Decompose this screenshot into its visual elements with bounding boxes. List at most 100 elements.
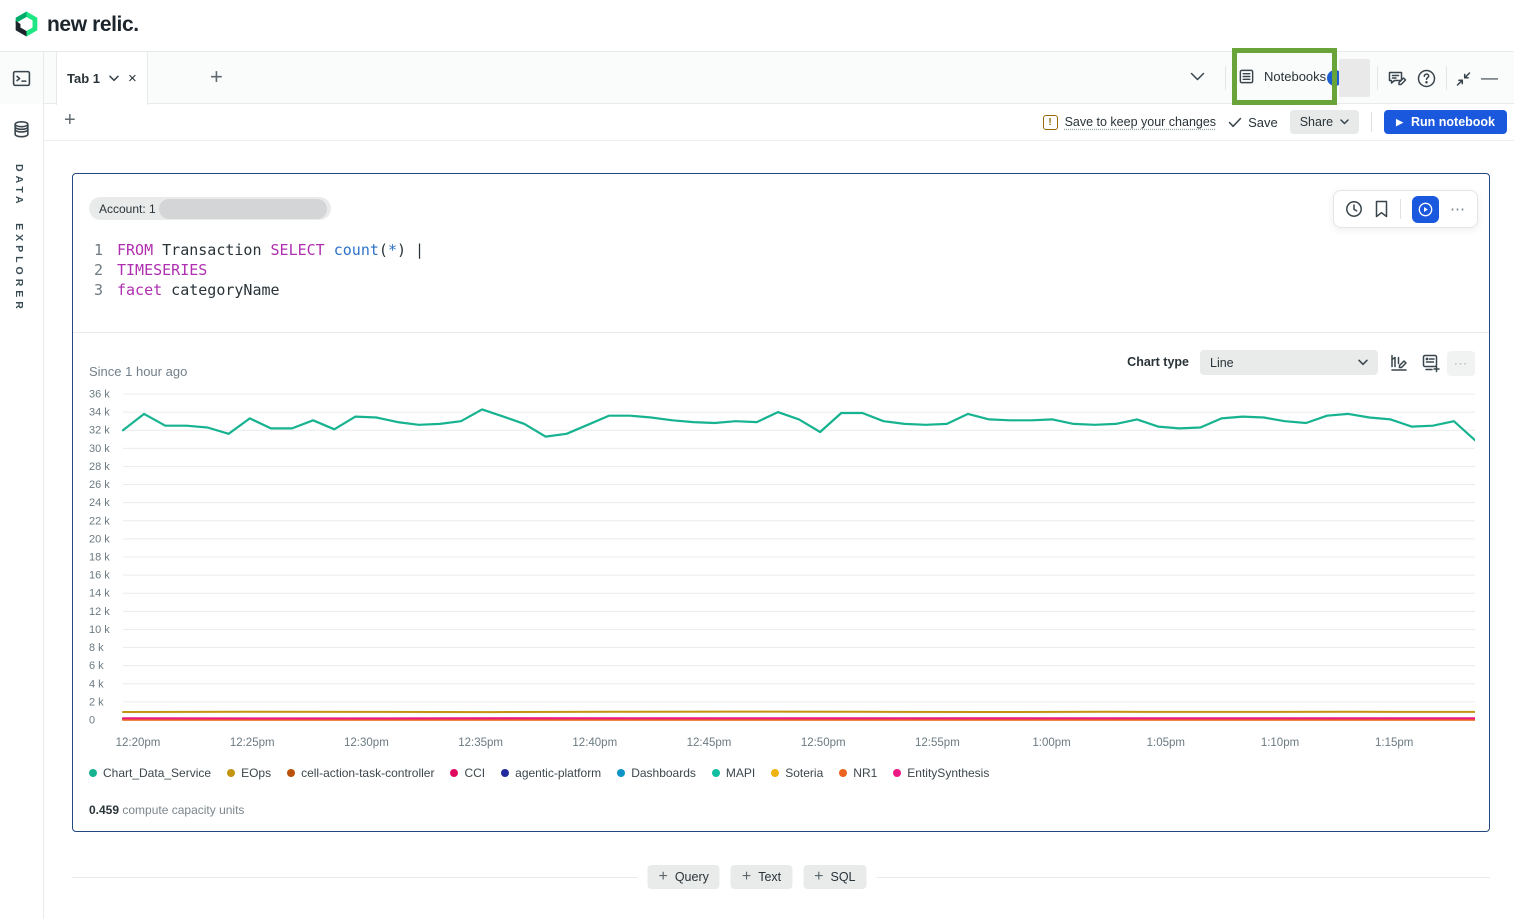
tab-menu-chevron-icon[interactable]	[109, 75, 119, 82]
redacted-account-blur	[159, 199, 327, 219]
add-sql-button[interactable]: +SQL	[803, 865, 866, 889]
add-query-button[interactable]: +Query	[647, 865, 719, 889]
tab-label: Tab 1	[67, 71, 100, 86]
cell-more-icon[interactable]: ⋯	[1450, 200, 1466, 218]
query-token	[406, 241, 415, 259]
run-cell-button[interactable]	[1412, 196, 1439, 223]
query-token: *	[388, 241, 397, 259]
query-token: categoryName	[162, 281, 279, 299]
legend-item[interactable]: Soteria	[771, 766, 823, 780]
tab-close-icon[interactable]: ×	[128, 71, 137, 86]
minimize-icon[interactable]: —	[1481, 68, 1498, 88]
x-tick-label: 12:35pm	[458, 737, 503, 749]
legend-item[interactable]: NR1	[839, 766, 877, 780]
redacted-avatar-blur	[1339, 59, 1370, 97]
legend-label: cell-action-task-controller	[301, 766, 434, 780]
y-tick-label: 2 k	[89, 696, 104, 708]
legend-item[interactable]: Chart_Data_Service	[89, 766, 211, 780]
timeseries-chart[interactable]: 36 k34 k32 k30 k28 k26 k24 k22 k20 k18 k…	[89, 387, 1475, 755]
compute-capacity-value: 0.459	[89, 803, 119, 817]
legend-item[interactable]: CCI	[450, 766, 485, 780]
legend-label: Chart_Data_Service	[103, 766, 211, 780]
query-token: TIMESERIES	[117, 261, 207, 279]
chevron-down-icon	[1340, 119, 1349, 125]
data-explorer-icon[interactable]	[8, 116, 35, 143]
legend-item[interactable]: cell-action-task-controller	[287, 766, 434, 780]
unsaved-warning[interactable]: ! Save to keep your changes	[1043, 115, 1217, 130]
y-tick-label: 10 k	[89, 624, 110, 636]
query-token: (	[379, 241, 388, 259]
run-notebook-label: Run notebook	[1411, 115, 1495, 129]
collapse-window-icon[interactable]	[1455, 71, 1472, 87]
tab-bar: Tab 1 × + Notebooks —	[44, 52, 1514, 104]
query-line[interactable]: 2TIMESERIES	[91, 260, 424, 280]
legend-label: NR1	[853, 766, 877, 780]
y-tick-label: 24 k	[89, 497, 110, 509]
legend-item[interactable]: Dashboards	[617, 766, 696, 780]
x-tick-label: 1:00pm	[1032, 737, 1070, 749]
bookmark-icon[interactable]	[1374, 200, 1389, 218]
chart-type-select[interactable]: Line	[1200, 350, 1378, 375]
y-tick-label: 22 k	[89, 515, 110, 527]
series-line-Chart_Data_Service[interactable]	[123, 409, 1475, 440]
y-tick-label: 26 k	[89, 479, 110, 491]
feedback-icon[interactable]	[1387, 69, 1407, 88]
add-cell-button[interactable]: +	[58, 108, 82, 133]
chart-legend: Chart_Data_Service EOps cell-action-task-c…	[89, 766, 989, 780]
query-line[interactable]: 3facet categoryName	[91, 280, 424, 300]
chart-type-label: Chart type	[1119, 355, 1189, 369]
legend-dot-icon	[617, 769, 625, 777]
new-relic-logo[interactable]: new relic.	[14, 11, 139, 39]
y-tick-label: 14 k	[89, 588, 110, 600]
query-token: )	[397, 241, 406, 259]
legend-label: agentic-platform	[515, 766, 601, 780]
divider	[1446, 66, 1447, 90]
notebooks-button[interactable]: Notebooks	[1238, 68, 1326, 85]
history-clock-icon[interactable]	[1345, 200, 1363, 218]
y-tick-label: 30 k	[89, 443, 110, 455]
collapse-header-chevron-icon[interactable]	[1190, 72, 1205, 82]
query-token: facet	[117, 281, 162, 299]
legend-label: Dashboards	[631, 766, 696, 780]
legend-dot-icon	[893, 769, 901, 777]
new-tab-button[interactable]: +	[204, 63, 229, 91]
y-tick-label: 6 k	[89, 660, 104, 672]
legend-item[interactable]: EntitySynthesis	[893, 766, 989, 780]
legend-dot-icon	[450, 769, 458, 777]
legend-dot-icon	[501, 769, 509, 777]
legend-label: Soteria	[785, 766, 823, 780]
account-pill[interactable]: Account: 1	[89, 197, 331, 220]
tab-1[interactable]: Tab 1 ×	[56, 52, 148, 105]
x-tick-label: 12:25pm	[230, 737, 275, 749]
notebook-toolbar: + ! Save to keep your changes Save Share…	[44, 104, 1514, 141]
chart-type-value: Line	[1210, 356, 1234, 370]
x-tick-label: 12:40pm	[572, 737, 617, 749]
help-icon[interactable]	[1417, 69, 1436, 88]
legend-item[interactable]: EOps	[227, 766, 271, 780]
add-to-dashboard-icon[interactable]	[1421, 353, 1441, 373]
legend-item[interactable]: MAPI	[712, 766, 755, 780]
notebook-icon	[1238, 68, 1255, 85]
brand-text: new relic.	[47, 13, 139, 37]
new-relic-logo-icon	[14, 11, 39, 39]
query-line[interactable]: 1FROM Transaction SELECT count(*) |	[91, 240, 424, 260]
series-line-EOps[interactable]	[123, 712, 1475, 713]
y-tick-label: 36 k	[89, 389, 110, 401]
share-button[interactable]: Share	[1290, 110, 1359, 134]
x-tick-label: 12:55pm	[915, 737, 960, 749]
query-block[interactable]: 1FROM Transaction SELECT count(*) |2TIME…	[91, 240, 424, 300]
save-button[interactable]: Save	[1228, 115, 1278, 130]
edit-chart-icon[interactable]	[1389, 353, 1409, 373]
query-console-icon[interactable]	[8, 65, 35, 92]
legend-dot-icon	[712, 769, 720, 777]
y-tick-label: 16 k	[89, 570, 110, 582]
save-label: Save	[1248, 115, 1278, 130]
legend-item[interactable]: agentic-platform	[501, 766, 601, 780]
add-text-button[interactable]: +Text	[731, 865, 792, 889]
cell-floating-toolbar: ⋯	[1333, 190, 1478, 228]
query-token: SELECT	[271, 241, 325, 259]
plus-icon: +	[814, 869, 823, 885]
run-notebook-button[interactable]: ▶ Run notebook	[1384, 110, 1507, 134]
x-tick-label: 1:10pm	[1261, 737, 1299, 749]
compute-capacity-footnote: 0.459 compute capacity units	[89, 803, 244, 817]
